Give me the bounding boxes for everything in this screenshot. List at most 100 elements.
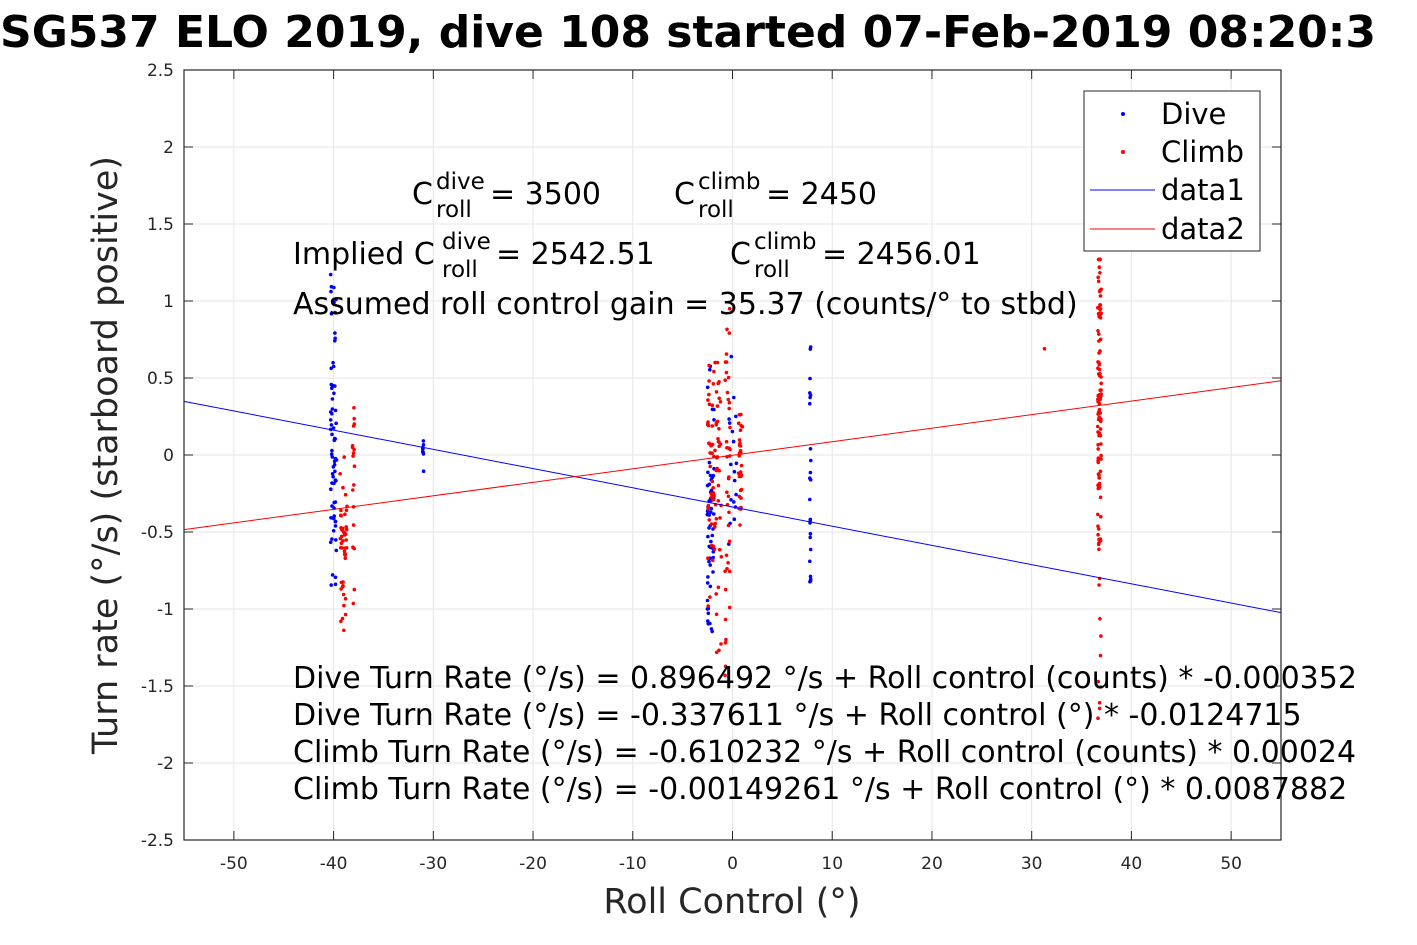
annotation-c-climb-sup: climb [698, 169, 760, 195]
climb-point [716, 585, 721, 590]
climb-point [1098, 337, 1103, 342]
climb-point [724, 637, 728, 642]
climb-point [342, 455, 347, 459]
climb-point [717, 427, 721, 431]
climb-point [736, 471, 741, 476]
dive-point [331, 426, 336, 430]
climb-point [727, 400, 732, 405]
climb-point [342, 603, 346, 608]
climb-point [339, 508, 343, 513]
climb-point [708, 595, 712, 599]
climb-point [706, 398, 710, 402]
y-tick-label: 0.5 [147, 369, 174, 389]
climb-point [1096, 424, 1100, 429]
climb-point [1096, 527, 1101, 531]
dive-point [706, 470, 710, 475]
dive-point [705, 385, 710, 390]
climb-point [706, 556, 710, 560]
climb-point [344, 525, 349, 529]
y-axis-label: Turn rate (°/s) (starboard positive) [86, 156, 126, 755]
climb-point [725, 390, 730, 395]
climb-point [713, 360, 717, 365]
dive-point [709, 539, 713, 544]
climb-point [717, 468, 721, 473]
climb-point [727, 569, 732, 574]
dive-point [727, 417, 731, 421]
y-tick-label: -1 [157, 600, 174, 620]
dive-point [707, 460, 712, 465]
climb-point [341, 539, 345, 543]
climb-point [1099, 375, 1103, 379]
climb-point [715, 404, 720, 408]
dive-point [711, 555, 715, 560]
annotation-c-dive-sup: dive [436, 169, 485, 195]
dive-point [330, 397, 335, 401]
dive-point [734, 461, 739, 466]
annotation-implied-climb-sup: climb [754, 229, 816, 255]
annotation-implied-climb-main: C [730, 237, 751, 272]
climb-point [340, 616, 345, 621]
dive-point [334, 297, 338, 302]
dive-point [334, 548, 339, 553]
annotation-c-dive-sub: roll [436, 197, 472, 223]
climb-point [1098, 617, 1102, 621]
dive-point [732, 469, 737, 474]
legend-climb-marker [1121, 150, 1125, 154]
climb-point [716, 499, 721, 503]
dive-point [706, 575, 710, 579]
dive-point [329, 487, 333, 492]
dive-point [808, 393, 813, 398]
scatter-points [328, 257, 1103, 720]
dive-point [808, 531, 813, 536]
climb-point [712, 369, 716, 374]
climb-point [714, 612, 719, 617]
climb-point [727, 406, 731, 411]
climb-point [726, 561, 730, 565]
climb-point [706, 604, 710, 608]
climb-point [711, 382, 716, 386]
climb-point [1096, 417, 1101, 422]
climb-point [717, 547, 722, 552]
climb-point [1098, 294, 1103, 298]
dive-point [330, 448, 334, 453]
climb-point [706, 420, 710, 424]
dive-point [808, 347, 813, 351]
dive-point [711, 473, 716, 478]
climb-point [726, 375, 731, 380]
annotation-c-climb-value: = 2450 [766, 177, 877, 212]
climb-point [1096, 279, 1101, 284]
dive-point [329, 289, 333, 294]
y-tick-label: -2.5 [141, 831, 174, 851]
x-tick-label: -10 [619, 854, 647, 874]
climb-point [352, 546, 357, 551]
legend-dive-marker [1121, 112, 1125, 116]
dive-point [705, 483, 710, 488]
climb-point [1097, 481, 1102, 486]
climb-point [1098, 427, 1103, 431]
climb-point [343, 492, 348, 497]
dive-point [705, 512, 710, 517]
dive-point [333, 524, 338, 528]
dive-point [330, 455, 335, 459]
y-tick-label: -1.5 [141, 677, 174, 697]
legend-climb-label: Climb [1161, 135, 1244, 169]
dive-point [808, 547, 813, 552]
climb-point [1096, 679, 1100, 684]
climb-point [711, 486, 715, 490]
climb-point [726, 523, 731, 528]
climb-point [1097, 265, 1102, 270]
dive-point [808, 574, 813, 579]
dive-point [332, 459, 337, 464]
climb-point [707, 442, 712, 446]
y-tick-label: 1.5 [147, 215, 174, 235]
climb-point [351, 451, 356, 455]
dive-point [421, 443, 426, 447]
climb-point [738, 428, 743, 433]
climb-point [707, 402, 712, 407]
climb-point [723, 673, 727, 678]
dive-point [330, 504, 334, 508]
climb-point [339, 587, 343, 591]
climb-point [342, 549, 347, 554]
dive-point [334, 538, 338, 542]
